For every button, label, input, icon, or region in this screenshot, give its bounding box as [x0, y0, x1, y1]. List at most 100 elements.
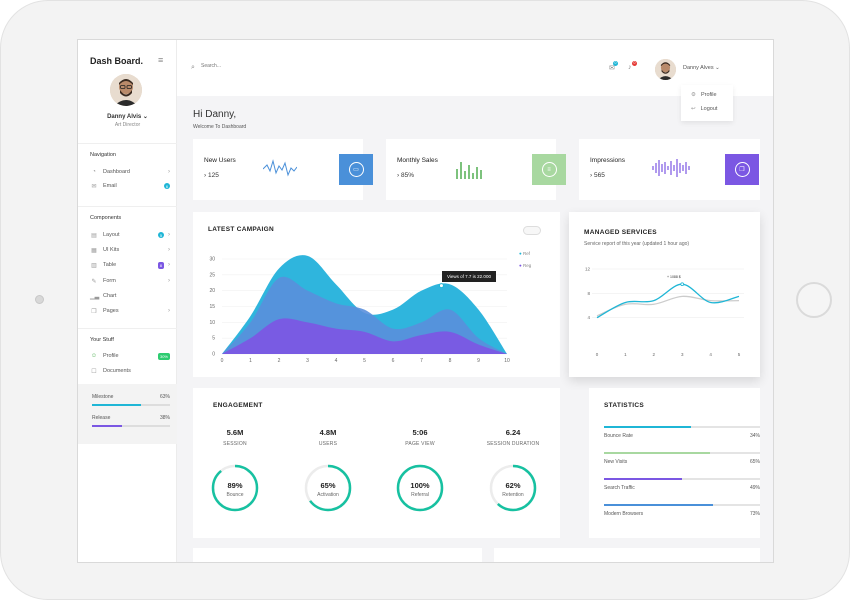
sidebar-item-pages[interactable]: ❐ Pages › [90, 306, 170, 316]
release-label: Release [92, 415, 111, 421]
sidebar-item-email[interactable]: ✉ Email 6 [90, 181, 170, 191]
engagement-metric: 5:06 PAGE VIEW [390, 428, 450, 447]
header-user-menu[interactable]: Danny Alves ⌄ [683, 65, 720, 71]
logout-icon: ↩ [691, 106, 696, 112]
search-input[interactable] [201, 63, 321, 69]
sidebar: Dash Board. ≡ Danny Alvis ⌄ Art Director… [78, 40, 177, 562]
email-count-badge: 6 [164, 183, 170, 189]
home-button [796, 282, 832, 318]
ring-label: Activation [317, 492, 339, 498]
brand-logo[interactable]: Dash Board. [90, 56, 144, 66]
sidebar-item-label: UI Kits [103, 247, 120, 253]
your-stuff-title: Your Stuff [90, 337, 114, 343]
milestone-progress [92, 404, 170, 406]
top-bar: ⌕ ✉ 0 ♪ 0 Danny Alves ⌄ [177, 40, 773, 96]
metric-label: SESSION DURATION [486, 441, 540, 447]
card-title: STATISTICS [604, 402, 644, 409]
search-icon[interactable]: ⌕ [191, 64, 195, 71]
chevron-right-icon: › [168, 262, 170, 268]
components-title: Components [90, 215, 122, 221]
managed-services-card: MANAGED SERVICES Service report of this … [569, 212, 760, 377]
stat-card-impressions[interactable]: Impressions › 565 ❐ [579, 139, 760, 200]
layout-icon: ▤ [91, 232, 97, 239]
profile-name[interactable]: Danny Alvis ⌄ [107, 114, 148, 120]
sidebar-item-table[interactable]: ▥ Table 8 › [90, 260, 170, 270]
peak-annotation: + 1088 $ [667, 275, 681, 279]
stat-card-new-users[interactable]: New Users › 125 ▭ [193, 139, 373, 200]
release-progress [92, 425, 170, 427]
y-tick-label: 4 [587, 315, 590, 320]
sidebar-item-label: Email [103, 183, 117, 189]
statistic-label: Bounce Rate [604, 433, 633, 439]
menu-toggle-icon[interactable]: ≡ [158, 55, 164, 65]
statistic-row: Modern Browsers 73% [604, 504, 760, 517]
sidebar-item-profile[interactable]: ☺ Profile 30% [90, 351, 170, 361]
monthly-sales-icon-box: ≡ [532, 154, 566, 185]
statistics-card: STATISTICS Bounce Rate 34% New Visits 65% Se… [589, 388, 760, 538]
stat-card-monthly-sales[interactable]: Monthly Sales › 85% ≡ [386, 139, 566, 200]
your-stuff-section [78, 328, 177, 384]
ring-percent: 62% [505, 481, 520, 490]
user-icon: ☺ [90, 353, 98, 359]
mail-icon[interactable]: ✉ [609, 65, 615, 72]
profile-role: Art Director [114, 122, 141, 128]
ring-progress [211, 464, 259, 512]
sidebar-item-documents[interactable]: ☐ Documents [90, 366, 170, 376]
statistic-progress-fill [604, 426, 692, 428]
copy-icon: ❐ [734, 162, 750, 177]
profile-complete-badge: 30% [157, 352, 170, 360]
stat-label: Monthly Sales [397, 157, 438, 164]
avatar[interactable] [110, 74, 142, 106]
sidebar-item-label: Layout [103, 232, 120, 238]
monthly-sales-sparkbars [456, 162, 482, 179]
impressions-icon-box: ❐ [725, 154, 759, 185]
header-avatar[interactable] [655, 59, 676, 80]
chevron-right-icon: › [168, 232, 170, 238]
document-icon: ☐ [91, 368, 97, 375]
ui-kits-icon: ▦ [91, 247, 97, 254]
sidebar-item-form[interactable]: ✎ Form › [90, 276, 170, 286]
release-progress-fill [92, 425, 122, 427]
dashboard-screen: Dash Board. ≡ Danny Alvis ⌄ Art Director… [77, 39, 774, 563]
metric-value: 5.6M [226, 428, 244, 437]
sidebar-item-dashboard[interactable]: ◔ Dashboard › [90, 167, 170, 177]
y-tick-label: 15 [209, 304, 215, 310]
y-tick-label: 12 [585, 267, 591, 272]
page-subtitle: Welcome To Dashboard [193, 124, 247, 130]
statistic-progress-fill [604, 504, 714, 506]
statistic-value: 65% [749, 459, 760, 465]
x-tick-label: 2 [278, 358, 281, 364]
stat-value: › 85% [397, 172, 414, 179]
release-value: 38% [159, 415, 170, 421]
navigation-section [78, 143, 177, 203]
x-tick-label: 2 [653, 352, 656, 357]
bell-icon[interactable]: ♪ [628, 64, 632, 71]
statistic-row: Bounce Rate 34% [604, 426, 760, 439]
dropdown-item-profile[interactable]: ⚙ Profile [691, 92, 717, 98]
dropdown-item-logout[interactable]: ↩ Logout [691, 106, 717, 112]
x-tick-label: 5 [738, 352, 741, 357]
sidebar-item-layout[interactable]: ▤ Layout 5 › [90, 230, 170, 240]
y-tick-label: 20 [209, 288, 215, 294]
sidebar-item-label: Profile [103, 353, 119, 359]
chevron-right-icon: › [168, 247, 170, 253]
stat-label: New Users [204, 157, 236, 164]
legend-reg: ● Reg [519, 263, 532, 268]
ring-progress [489, 464, 537, 512]
page-title: Hi Danny, [193, 109, 237, 120]
engagement-rings: 89% Bounce 65% Activation 100% Referral 62% Ret… [211, 464, 537, 512]
ring-percent: 65% [320, 481, 335, 490]
metric-label: SESSION [223, 441, 247, 447]
dropdown-item-label: Profile [700, 92, 717, 98]
campaign-toggle[interactable] [523, 226, 541, 235]
layout-count-badge: 5 [158, 232, 164, 238]
monitor-icon: ▭ [348, 162, 364, 177]
tooltip-point [438, 283, 444, 289]
sidebar-item-chart[interactable]: ▁▃ Chart [90, 291, 170, 301]
y-tick-label: 30 [209, 257, 215, 263]
metric-value: 5:06 [412, 428, 428, 437]
x-tick-label: 3 [681, 352, 684, 357]
new-users-icon-box: ▭ [339, 154, 373, 185]
third-area [222, 318, 507, 354]
sidebar-item-ui-kits[interactable]: ▦ UI Kits › [90, 245, 170, 255]
